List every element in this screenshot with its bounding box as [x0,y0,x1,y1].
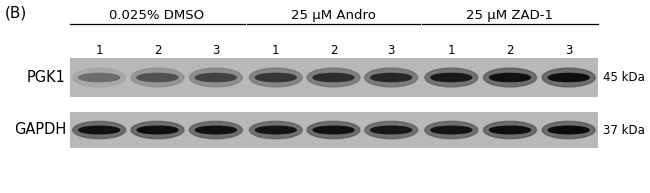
Bar [70,58,598,97]
Ellipse shape [489,126,530,134]
Ellipse shape [484,121,536,139]
Text: 0.025% DMSO: 0.025% DMSO [109,9,205,22]
Ellipse shape [250,121,302,139]
Ellipse shape [255,126,296,134]
Text: (B): (B) [5,5,27,20]
Ellipse shape [189,68,242,87]
Ellipse shape [425,121,478,139]
Text: 25 μM ZAD-1: 25 μM ZAD-1 [467,9,554,22]
Ellipse shape [307,121,360,139]
Ellipse shape [548,73,589,82]
Ellipse shape [370,126,411,134]
Text: 3: 3 [387,44,395,57]
Text: PGK1: PGK1 [27,70,66,85]
Ellipse shape [542,121,595,139]
Ellipse shape [137,73,178,82]
Ellipse shape [196,126,237,134]
Ellipse shape [79,73,120,82]
Ellipse shape [137,126,178,134]
Ellipse shape [542,68,595,87]
Text: 25 μM Andro: 25 μM Andro [291,9,376,22]
Ellipse shape [196,73,237,82]
Text: 2: 2 [154,44,161,57]
Ellipse shape [484,68,536,87]
Text: 1: 1 [96,44,103,57]
Ellipse shape [131,121,184,139]
Text: 37 kDa: 37 kDa [603,124,645,136]
Text: 2: 2 [330,44,337,57]
Ellipse shape [431,126,472,134]
Ellipse shape [79,126,120,134]
Text: 1: 1 [272,44,280,57]
Ellipse shape [307,68,360,87]
Ellipse shape [250,68,302,87]
Ellipse shape [365,121,418,139]
Ellipse shape [189,121,242,139]
Ellipse shape [425,68,478,87]
Ellipse shape [255,73,296,82]
Ellipse shape [73,121,125,139]
Text: 1: 1 [448,44,455,57]
Ellipse shape [313,126,354,134]
Ellipse shape [548,126,589,134]
Text: 2: 2 [506,44,514,57]
Ellipse shape [313,73,354,82]
Ellipse shape [431,73,472,82]
Text: 3: 3 [212,44,220,57]
Text: GAPDH: GAPDH [14,123,66,137]
Ellipse shape [73,68,125,87]
Ellipse shape [131,68,184,87]
Ellipse shape [370,73,411,82]
Ellipse shape [489,73,530,82]
Ellipse shape [365,68,418,87]
Bar [70,112,598,148]
Text: 3: 3 [565,44,573,57]
Text: 45 kDa: 45 kDa [603,71,645,84]
